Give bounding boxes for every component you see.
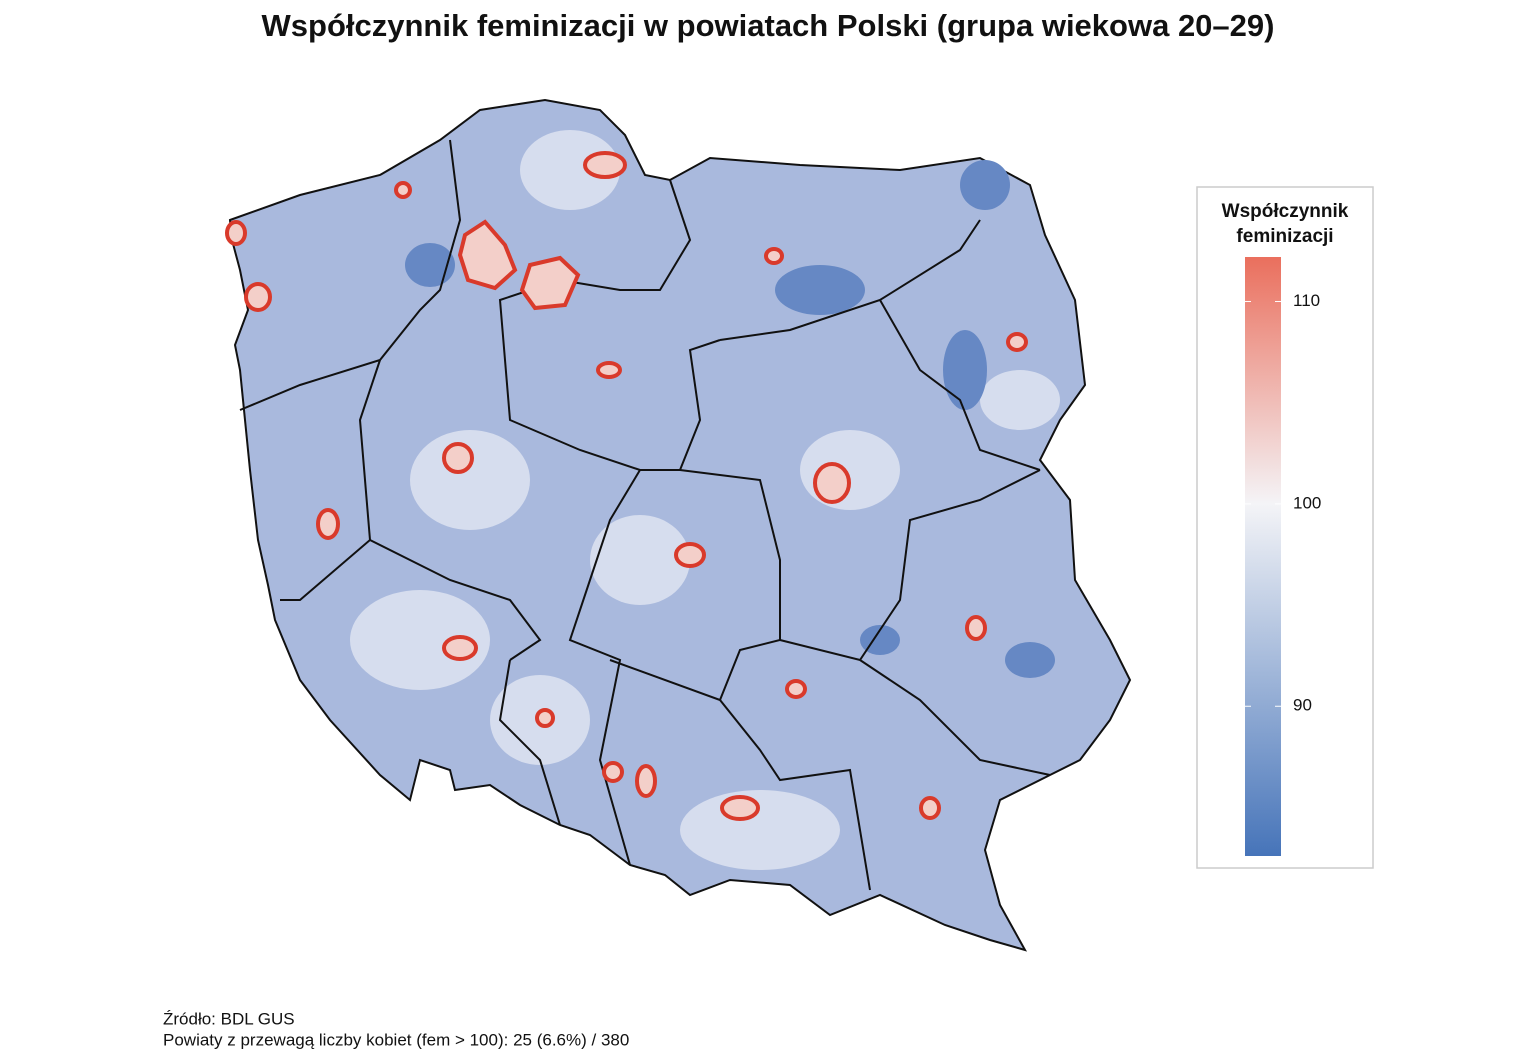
- dark-areas: [405, 160, 1055, 678]
- tick-label: 110: [1293, 291, 1320, 310]
- tick-label: 90: [1293, 696, 1312, 715]
- colorbar: [1245, 257, 1281, 856]
- tick-label: 100: [1293, 493, 1321, 512]
- map: [225, 98, 1132, 952]
- title: Współczynnik feminizacji w powiatach Pol…: [262, 8, 1275, 43]
- caption: Powiaty z przewagą liczby kobiet (fem > …: [163, 1030, 629, 1049]
- country: [228, 98, 1132, 952]
- region-borders: [239, 139, 1051, 891]
- legend-box: [1196, 186, 1374, 869]
- legend-title: Współczynnik: [1222, 201, 1349, 222]
- caption: Źródło: BDL GUS: [163, 1009, 295, 1028]
- legend-title: feminizacji: [1236, 226, 1333, 247]
- highlighted-counties: [225, 151, 1028, 821]
